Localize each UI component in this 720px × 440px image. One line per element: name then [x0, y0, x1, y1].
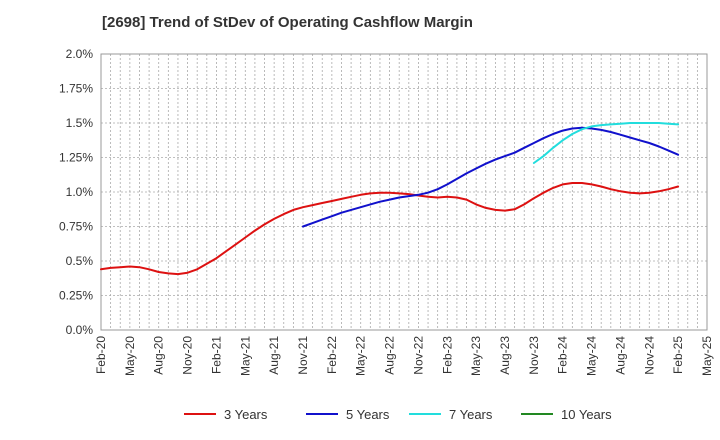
x-tick-label: May-22: [354, 336, 368, 376]
x-axis-ticks: Feb-20 May-20 Aug-20 Nov-20 Feb-21 May-21 Aug-…: [94, 336, 714, 376]
x-tick-label: Feb-25: [671, 336, 685, 374]
x-tick-label: Nov-20: [181, 336, 195, 375]
y-tick-label: 1.5%: [66, 116, 94, 130]
y-axis-ticks: 0.0% 0.25% 0.5% 0.75% 1.0% 1.25% 1.5% 1.75% 2.0%: [59, 47, 93, 337]
plot-frame: [100, 53, 708, 331]
x-tick-label: Aug-24: [613, 336, 627, 375]
x-tick-label: Aug-21: [267, 336, 281, 375]
y-tick-label: 1.0%: [66, 185, 94, 199]
y-tick-label: 0.0%: [66, 323, 94, 337]
y-tick-label: 2.0%: [66, 47, 94, 61]
legend: 3 Years 5 Years 7 Years 10 Years: [184, 407, 612, 422]
y-tick-label: 0.25%: [59, 289, 93, 303]
series-lines: [100, 122, 680, 276]
chart-title: [2698] Trend of StDev of Operating Cashf…: [102, 14, 473, 31]
series-line-2: [302, 126, 680, 228]
y-tick-label: 1.25%: [59, 151, 93, 165]
legend-label: 10 Years: [561, 407, 612, 422]
x-tick-label: Feb-20: [94, 336, 108, 374]
x-tick-label: Nov-21: [296, 336, 310, 375]
x-tick-label: Feb-22: [325, 336, 339, 374]
x-tick-label: May-21: [238, 336, 252, 376]
legend-label: 5 Years: [346, 407, 390, 422]
x-tick-label: Aug-22: [383, 336, 397, 375]
x-tick-label: Feb-24: [556, 336, 570, 374]
x-tick-label: Aug-23: [498, 336, 512, 375]
legend-label: 3 Years: [224, 407, 268, 422]
x-tick-label: May-24: [585, 336, 599, 376]
x-tick-label: May-25: [700, 336, 714, 376]
series-line-1: [100, 182, 680, 276]
grid: [100, 53, 708, 331]
legend-label: 7 Years: [449, 407, 493, 422]
x-tick-label: Nov-24: [642, 336, 656, 375]
x-tick-label: Feb-21: [209, 336, 223, 374]
y-tick-label: 0.75%: [59, 220, 93, 234]
x-tick-label: May-20: [123, 336, 137, 376]
y-tick-label: 1.75%: [59, 82, 93, 96]
x-tick-label: May-23: [469, 336, 483, 376]
series-line-3: [532, 122, 680, 164]
x-tick-label: Feb-23: [440, 336, 454, 374]
y-tick-label: 0.5%: [66, 254, 94, 268]
x-tick-label: Nov-23: [527, 336, 541, 375]
x-tick-label: Nov-22: [411, 336, 425, 375]
x-tick-label: Aug-20: [152, 336, 166, 375]
